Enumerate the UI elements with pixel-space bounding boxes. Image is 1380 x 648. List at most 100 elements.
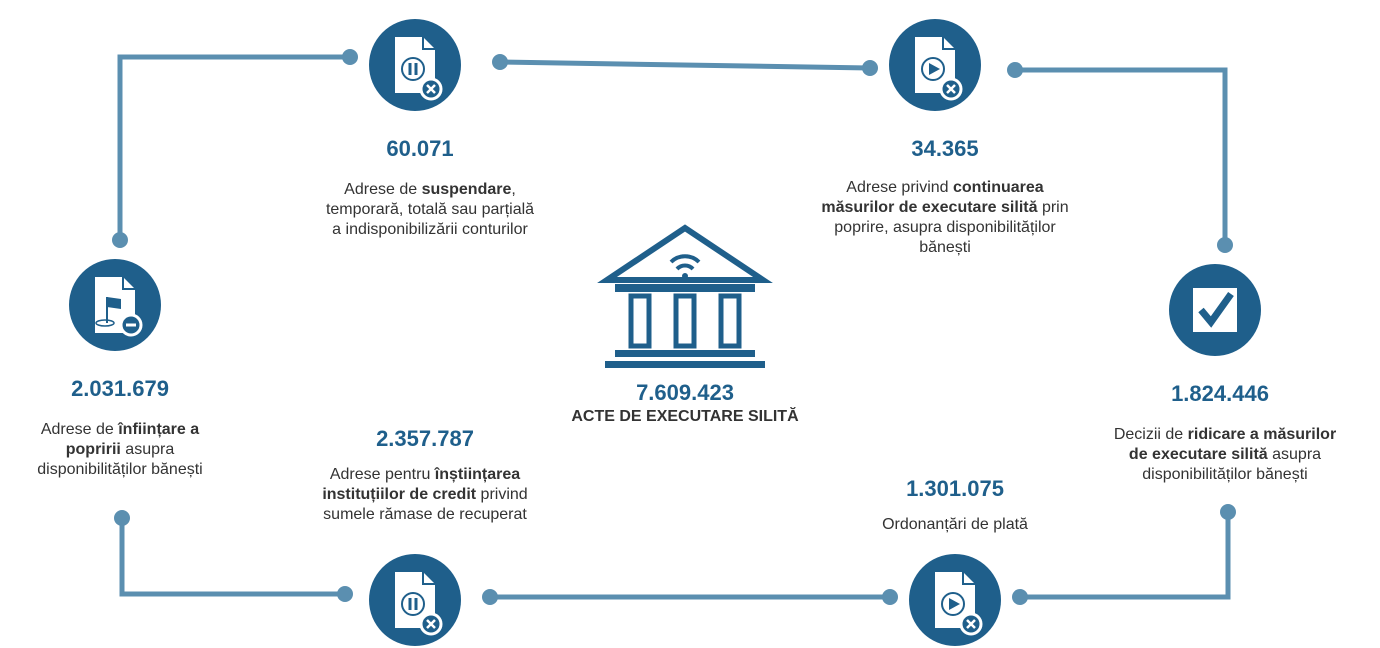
node-icon [889,19,981,111]
node-description: Decizii de ridicare a măsurilor de execut… [1114,425,1336,485]
path [949,598,960,610]
description-line: Adrese de înființare a [37,420,202,440]
node-value: 1.824.446 [1171,381,1269,406]
text: asupra [1267,446,1322,463]
bold-text: instituțiilor de credit [322,486,477,503]
path [942,37,955,50]
circle [401,592,425,616]
dots [112,49,1236,605]
description-line: instituțiilor de credit privind [322,485,527,505]
node-description: Adrese pentru înștiințarea instituțiilor … [322,465,527,525]
description-line: măsurilor de executare silită prin [821,198,1068,218]
description-line: sumele rămase de recuperat [322,505,527,525]
document [935,572,975,628]
path [929,63,940,75]
path [962,572,975,585]
path [426,84,436,94]
text: Adrese pentru [329,466,435,483]
dot [482,589,498,605]
node-icon [369,19,461,111]
description-line: Adrese de suspendare, [326,180,534,200]
text: poprire, asupra disponibilităților [834,219,1056,236]
text: bănești [919,239,971,256]
dot [882,589,898,605]
text: asupra [120,441,175,458]
circle [401,57,425,81]
description-line: Adrese privind continuarea [821,178,1068,198]
bold-text: înființare a [118,421,200,438]
node-icon [69,259,161,351]
dot [114,510,130,526]
node-description: Ordonanțări de plată [882,515,1028,535]
text: privind [476,486,528,503]
description-line: bănești [821,238,1068,258]
text: sumele rămase de recuperat [323,506,527,523]
dot [112,232,128,248]
path [408,63,418,75]
text: a indisponibilizării conturilor [332,221,528,238]
text: temporară, totală sau parțială [325,201,535,218]
text: , [511,181,516,198]
checkmark [1198,291,1234,328]
dot [337,586,353,602]
node-description: Adrese de suspendare, temporară, totală s… [326,180,534,240]
dot [1012,589,1028,605]
text: Adrese privind [846,179,954,196]
path [422,37,435,50]
connector [119,518,345,597]
path [422,572,435,585]
description-line: Adrese pentru înștiințarea [322,465,527,485]
text: disponibilităților bănești [37,461,203,478]
path [122,277,135,290]
text: Decizii de [1113,426,1188,443]
text: Ordonanțări de plată [882,516,1028,533]
dot [342,49,358,65]
description-line: de executare silită asupra [1114,445,1336,465]
node-value: 2.357.787 [376,426,474,451]
bold-text: măsurilor de executare silită [821,199,1038,216]
text: Adrese de [40,421,119,438]
total-value: 7.609.423 [636,380,734,405]
dot [1220,504,1236,520]
node-value: 34.365 [911,136,979,161]
description-line: Decizii de ridicare a măsurilor [1114,425,1336,445]
description-line: a indisponibilizării conturilor [326,220,534,240]
dot [862,60,878,76]
text: disponibilităților bănești [1142,466,1308,483]
path [107,297,121,309]
node-value: 2.031.679 [71,376,169,401]
circle [921,57,945,81]
node-value: 60.071 [386,136,454,161]
bank-icon [597,224,773,368]
node-icon [369,554,461,646]
bold-text: popririi [65,441,121,458]
path [426,619,436,629]
description-line: Ordonanțări de plată [882,515,1028,535]
bold-text: ridicare a măsurilor [1187,426,1337,443]
lines [117,54,1231,600]
bold-text: înștiințarea [434,466,521,483]
description-line: disponibilităților bănești [1114,465,1336,485]
node-icon [909,554,1001,646]
path [946,84,956,94]
node-description: Adrese privind continuarea măsurilor de e… [821,178,1068,258]
text: Adrese de [344,181,422,198]
node-description: Adrese de înființare a popririi asupra dis… [37,420,202,480]
bold-text: de executare silită [1128,446,1268,463]
connector [499,59,871,71]
dot [1007,62,1023,78]
total-label: ACTE DE EXECUTARE SILITĂ [571,408,799,425]
description-line: popririi asupra [37,440,202,460]
connector [1020,512,1231,600]
text: prin [1037,199,1069,216]
dot [492,54,508,70]
description-line: disponibilităților bănești [37,460,202,480]
connector [1015,67,1228,245]
document [915,37,955,93]
description-line: temporară, totală sau parțială [326,200,534,220]
bold-text: suspendare [421,181,512,198]
ellipse [95,319,115,327]
